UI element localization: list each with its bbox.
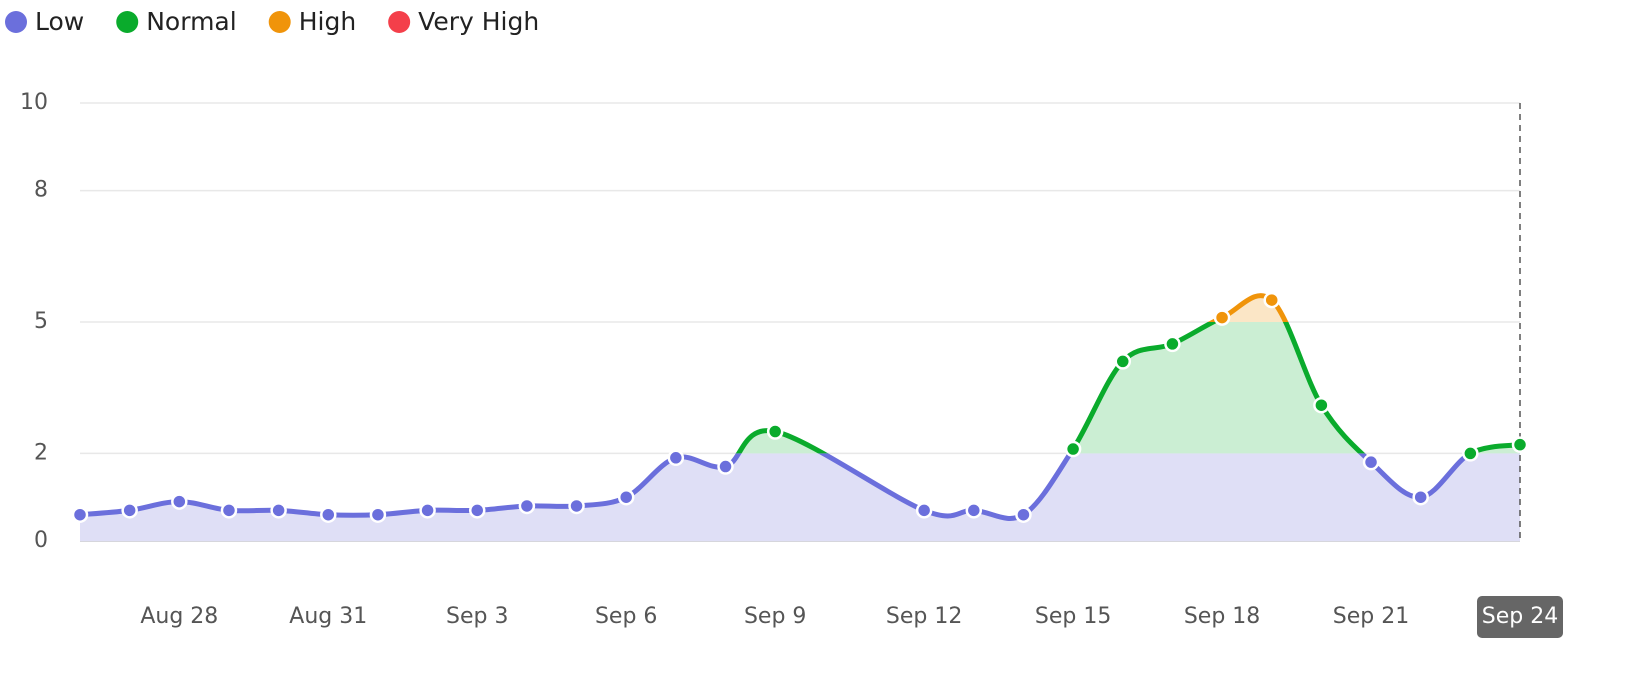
x-tick-label: Sep 9: [744, 604, 806, 629]
point: [1511, 436, 1529, 453]
point: [617, 488, 635, 506]
point: [1412, 488, 1429, 506]
x-tick-highlight: [1477, 596, 1563, 638]
legend-swatch: [116, 11, 139, 33]
y-tick-label: 10: [20, 90, 48, 115]
y-tick-label: 2: [34, 440, 48, 465]
point: [1015, 506, 1032, 523]
point: [1313, 396, 1330, 414]
x-tick-label: Aug 28: [140, 604, 218, 629]
legend-label: High: [299, 7, 356, 36]
y-tick-label: 5: [34, 309, 48, 334]
x-tick-label: Sep 12: [886, 604, 962, 629]
point: [1263, 291, 1280, 309]
point: [766, 423, 784, 440]
x-tick-label: Sep 18: [1184, 604, 1260, 629]
point: [369, 506, 387, 523]
legend-swatch: [388, 11, 411, 33]
y-tick-label: 8: [34, 178, 48, 203]
x-tick-label: Sep 3: [446, 604, 508, 629]
legend-swatch: [268, 11, 291, 33]
point: [965, 502, 983, 519]
legend-label: Normal: [146, 7, 236, 36]
point: [1064, 440, 1082, 458]
legend-label: Very High: [418, 7, 539, 36]
point: [71, 506, 89, 523]
legend: Low Normal High Very High: [5, 7, 539, 36]
x-tick-label: Sep 6: [595, 604, 657, 629]
x-tick-label: Sep 15: [1035, 604, 1111, 629]
legend-label: Low: [35, 7, 84, 36]
point: [171, 493, 188, 510]
point: [915, 502, 933, 519]
point: [717, 458, 734, 475]
point: [667, 449, 685, 467]
point: [121, 502, 138, 519]
legend-swatch: [5, 11, 27, 33]
x-tick-label: Sep 24: [1482, 604, 1558, 629]
point: [1362, 453, 1380, 471]
point: [419, 502, 436, 519]
x-tick-label: Sep 21: [1333, 604, 1409, 629]
area: [738, 322, 1520, 454]
point: [1213, 309, 1231, 326]
line: [735, 322, 1523, 454]
point: [568, 497, 585, 515]
y-tick-label: 0: [34, 528, 48, 553]
point: [220, 502, 238, 519]
x-tick-label: Aug 31: [289, 604, 367, 629]
point: [518, 497, 536, 515]
area: [80, 453, 1520, 541]
point: [270, 502, 287, 519]
point: [1462, 445, 1479, 462]
point: [468, 502, 486, 519]
point: [320, 506, 337, 523]
point: [1114, 353, 1132, 370]
point: [1164, 335, 1181, 353]
